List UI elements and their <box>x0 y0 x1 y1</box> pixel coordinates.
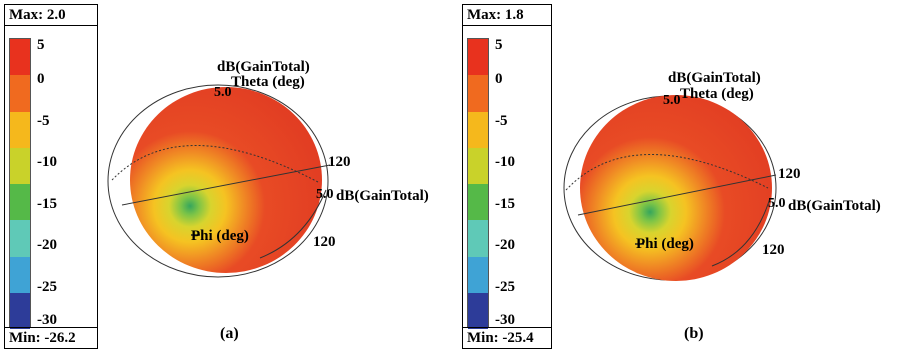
colorbar-tick-label: -20 <box>37 237 57 254</box>
colorbar-segment <box>468 75 488 112</box>
deg-label-lower: 120 <box>762 242 785 258</box>
theta-arc <box>565 154 769 191</box>
colorbar-segment <box>468 147 488 184</box>
radiation-pattern-panel-a: Max: 2.0 5 0 -5 -10 -15 -20 -25 -30 Min: -26.2 … <box>0 0 461 351</box>
phi-arc <box>577 174 777 216</box>
ring-label-right: 5.0 <box>768 196 786 211</box>
colorbar-segment <box>10 184 30 221</box>
colorbar-tick-label: -5 <box>37 112 50 129</box>
colorbar <box>9 38 31 329</box>
theta-label: Theta (deg) <box>680 86 754 102</box>
gain-label-right: dB(GainTotal) <box>788 198 881 214</box>
colorbar-tick-label: -25 <box>37 278 57 295</box>
colorbar-segment <box>10 39 30 76</box>
colorbar-tick-label: -30 <box>495 312 515 328</box>
ring-label-right: 5.0 <box>316 187 334 202</box>
phi-label: Phi (deg) <box>636 236 694 252</box>
colorbar-segment <box>10 292 30 329</box>
colorbar-tick-label: -15 <box>495 195 515 212</box>
legend-panel-a: Max: 2.0 5 0 -5 -10 -15 -20 -25 -30 Min: -26.2 <box>4 4 98 349</box>
deg-label-upper: 120 <box>328 154 351 170</box>
caption-b: (b) <box>684 325 704 342</box>
colorbar-segment <box>10 111 30 148</box>
colorbar-tick-label: 5 <box>37 37 45 53</box>
colorbar-tick-label: -25 <box>495 278 515 295</box>
gain-label-top: dB(GainTotal) <box>668 70 761 86</box>
gain-sphere <box>130 87 322 273</box>
legend-max-label: Max: 2.0 <box>5 5 97 26</box>
deg-label-lower: 120 <box>313 234 336 250</box>
colorbar-tick-label: 5 <box>495 37 503 53</box>
legend-min-label: Min: -25.4 <box>463 327 551 348</box>
colorbar-segment <box>468 256 488 293</box>
gain-label-top: dB(GainTotal) <box>217 59 310 75</box>
gain-sphere <box>580 95 772 281</box>
colorbar-segment <box>10 220 30 257</box>
ring-label-top: 5.0 <box>663 93 681 108</box>
radiation-pattern-panel-b: Max: 1.8 5 0 -5 -10 -15 -20 -25 -30 Min: -25.4 … <box>462 0 923 351</box>
theta-label: Theta (deg) <box>231 74 305 90</box>
colorbar-tick-label: 0 <box>495 71 503 88</box>
outer-ring <box>107 84 329 278</box>
colorbar-tick-label: -10 <box>37 154 57 171</box>
deg-label-upper: 120 <box>778 166 801 182</box>
theta-arc <box>111 145 319 183</box>
colorbar-tick-label: -5 <box>495 112 508 129</box>
caption-a: (a) <box>220 325 239 342</box>
colorbar-segment <box>10 147 30 184</box>
colorbar-tick-label: 0 <box>37 71 45 88</box>
phi-arc-lower <box>711 197 771 267</box>
3d-gain-sphere-a: dB(GainTotal) Theta (deg) 5.0 120 5.0 dB… <box>107 59 429 278</box>
colorbar-segment <box>10 256 30 293</box>
colorbar-ticks: 5 0 -5 -10 -15 -20 -25 -30 <box>495 38 545 328</box>
colorbar-segment <box>468 111 488 148</box>
colorbar-segment <box>468 220 488 257</box>
colorbar-segment <box>468 184 488 221</box>
colorbar-segment <box>468 39 488 76</box>
ring-label-top: 5.0 <box>214 85 232 100</box>
colorbar-ticks: 5 0 -5 -10 -15 -20 -25 -30 <box>37 38 87 328</box>
colorbar-tick-label: -30 <box>37 312 57 328</box>
colorbar-tick-label: -10 <box>495 154 515 171</box>
colorbar <box>467 38 489 329</box>
3d-gain-sphere-b: dB(GainTotal) Theta (deg) 5.0 120 5.0 dB… <box>563 70 881 281</box>
legend-panel-b: Max: 1.8 5 0 -5 -10 -15 -20 -25 -30 Min: -25.4 <box>462 4 552 349</box>
phi-arc <box>121 164 331 206</box>
phi-label: Phi (deg) <box>191 228 249 244</box>
gain-label-right: dB(GainTotal) <box>336 188 429 204</box>
phi-arc-lower <box>259 189 327 259</box>
colorbar-segment <box>468 292 488 329</box>
legend-max-label: Max: 1.8 <box>463 5 551 26</box>
colorbar-tick-label: -15 <box>37 195 57 212</box>
legend-min-label: Min: -26.2 <box>5 327 97 348</box>
colorbar-segment <box>10 75 30 112</box>
colorbar-tick-label: -20 <box>495 237 515 254</box>
